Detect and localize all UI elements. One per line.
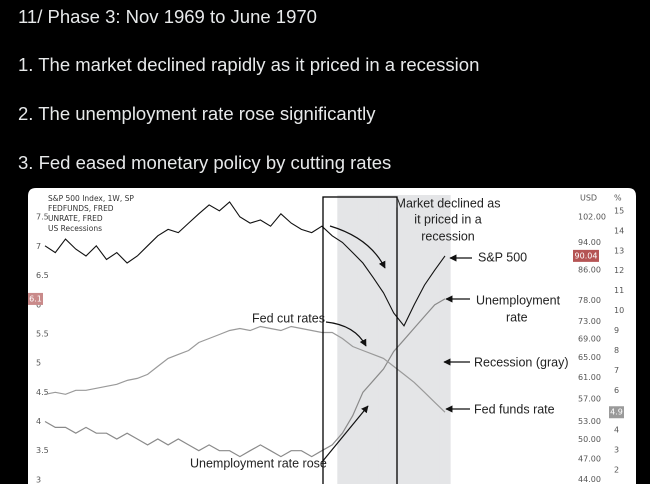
y3-tick-label: 12 [614, 266, 624, 275]
y-tick-label: 3 [36, 475, 41, 484]
axis-label: USD [580, 194, 597, 203]
legend-entry: US Recessions [48, 224, 102, 233]
annotation: Unemployment [476, 293, 561, 307]
annotation: Unemployment rate rose [190, 456, 327, 470]
y-tick-label: 5.5 [36, 329, 49, 338]
recession-band [337, 195, 349, 484]
y-tick-label: 4.5 [36, 388, 49, 397]
plot: 3 3.5 4 4.5 5 5.5 6 6.5 7 7.5 102.00 94.00 86.00 78.0… [28, 195, 624, 484]
y2-tick-label: 57.00 [578, 394, 601, 403]
post-line: 2. The unemployment rate rose significan… [18, 103, 376, 124]
series-line [44, 325, 446, 413]
recession-band [368, 195, 379, 484]
recession-band [419, 195, 431, 484]
value-badge [573, 249, 599, 262]
y3-tick-label: 15 [614, 206, 624, 215]
y2-tick-label: 53.00 [578, 417, 601, 426]
annotation: S&P 500 [478, 250, 527, 264]
y-tick-label: 3.5 [36, 446, 49, 455]
y2-tick-label: 47.00 [578, 455, 601, 464]
post-line: 1. The market declined rapidly as it pri… [18, 54, 480, 75]
y-tick-label: 5 [36, 359, 41, 368]
y3-tick-label: 6 [614, 386, 619, 395]
highlight-box [322, 196, 398, 484]
legend-entry: UNRATE, FRED [48, 214, 103, 223]
chart-card [28, 188, 636, 484]
y3-tick-label: 2 [614, 466, 619, 475]
recession-band [388, 195, 400, 484]
y-tick-label: 4 [36, 417, 41, 426]
y2-tick-label: 61.00 [578, 373, 601, 382]
y2-tick-label: 69.00 [578, 335, 601, 344]
recession-band [347, 195, 359, 484]
annotation: Fed funds rate [474, 402, 555, 416]
y3-tick-label: 13 [614, 246, 624, 255]
y3-tick-label: 14 [614, 226, 624, 235]
legend-entry: S&P 500 Index, 1W, SP [48, 194, 134, 203]
value-badge-label: 6.1 [29, 294, 42, 303]
y3-tick-label: 3 [614, 446, 619, 455]
recession-band [378, 195, 390, 484]
axis-label: % [614, 194, 622, 203]
arrow [325, 321, 367, 347]
legend-entry: FEDFUNDS, FRED [48, 204, 114, 213]
value-badge-label: 4.9 [610, 408, 623, 417]
y3-tick-label: 9 [614, 326, 619, 335]
y2-tick-label: 44.00 [578, 475, 601, 484]
y2-tick-label: 65.00 [578, 353, 601, 362]
y3-tick-label: 10 [614, 306, 624, 315]
recession-band [409, 195, 420, 484]
value-badge-label: 90.04 [575, 251, 598, 260]
value-badge [609, 406, 624, 419]
annotation: Fed cut rates [252, 311, 325, 325]
y2-tick-label: 102.00 [578, 212, 606, 221]
annotation: Recession (gray) [474, 355, 568, 369]
y-tick-label: 7 [36, 242, 41, 251]
post-line: 3. Fed eased monetary policy by cutting … [18, 152, 392, 173]
y2-tick-label: 94.00 [578, 238, 601, 247]
y2-tick-label: 73.00 [578, 317, 601, 326]
annotation: recession [421, 229, 475, 243]
arrow [321, 405, 369, 463]
y3-tick-label: 11 [614, 286, 624, 295]
y3-tick-label: 4 [614, 426, 619, 435]
annotation: Market declined as [396, 196, 501, 210]
y-tick-label: 7.5 [36, 213, 49, 222]
y2-tick-label: 50.00 [578, 435, 601, 444]
series-line [44, 201, 446, 327]
series-line [44, 298, 446, 458]
recession-band [439, 195, 451, 484]
recession-band [429, 195, 441, 484]
value-badge [28, 292, 43, 305]
y-tick-label: 6.5 [36, 271, 49, 280]
recession-band [357, 195, 369, 484]
y3-tick-label: 8 [614, 346, 619, 355]
post-line: 11/ Phase 3: Nov 1969 to June 1970 [18, 6, 317, 27]
arrow [329, 225, 386, 269]
y2-tick-label: 78.00 [578, 296, 601, 305]
annotation: rate [506, 310, 528, 324]
y2-tick-label: 86.00 [578, 266, 601, 275]
y3-tick-label: 7 [614, 366, 619, 375]
annotation: it priced in a [414, 212, 481, 226]
